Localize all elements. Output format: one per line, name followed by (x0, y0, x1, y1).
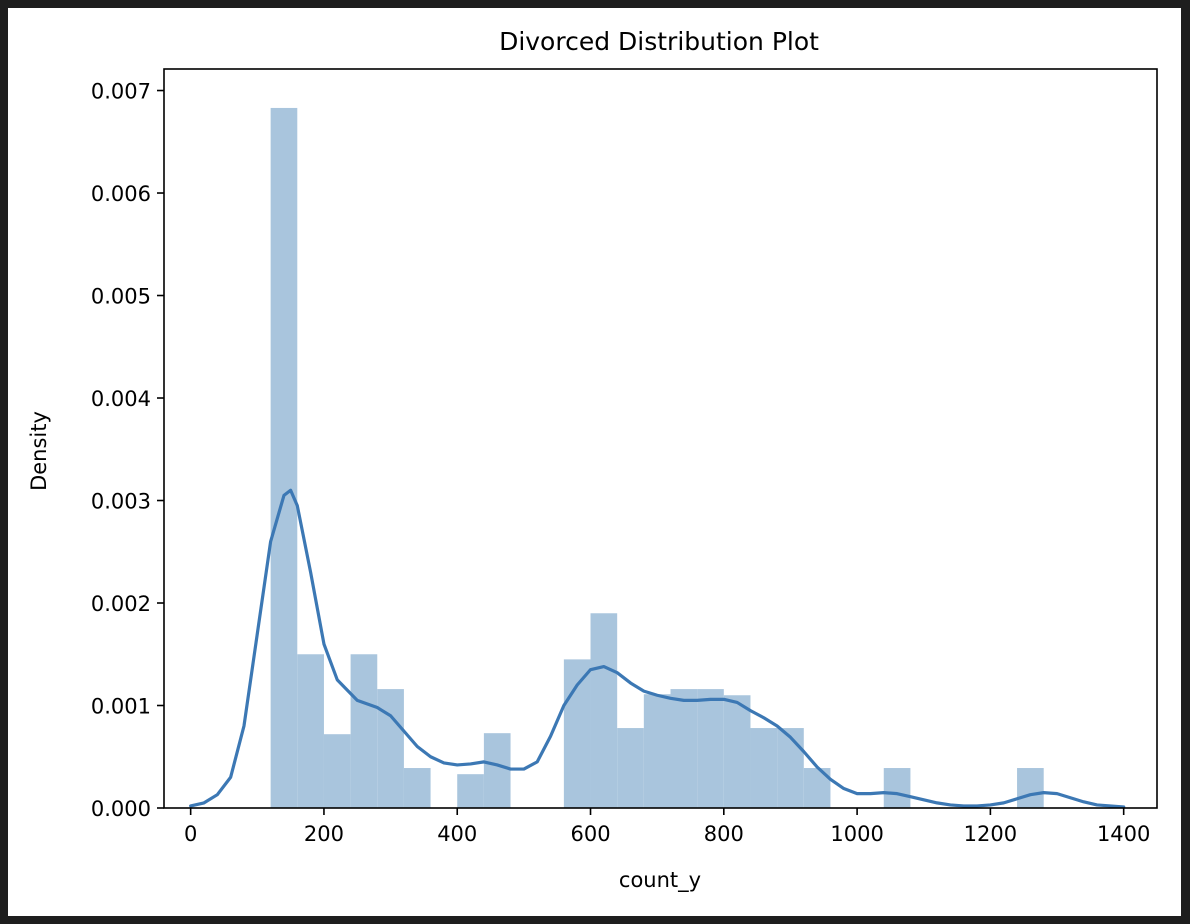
histogram-bar (403, 768, 431, 808)
histogram-bar (270, 107, 298, 808)
y-tick-label: 0.005 (91, 285, 151, 309)
histogram-bar (297, 654, 324, 808)
histogram-bar (590, 613, 618, 808)
kde-curve (189, 488, 1126, 809)
y-tick-label: 0.004 (91, 387, 151, 411)
y-tick-label: 0.006 (91, 182, 151, 206)
x-tick-label: 800 (704, 822, 744, 846)
y-axis: 0.000 0.001 0.002 0.003 0.004 0.005 0.006 0.007 (91, 80, 164, 821)
y-tick-label: 0.003 (91, 490, 151, 514)
x-tick-label: 0 (184, 822, 197, 846)
chart-title: Divorced Distribution Plot (499, 27, 819, 56)
histogram-bar (777, 728, 804, 808)
histogram-bar (643, 694, 671, 808)
histogram-bar (723, 695, 751, 808)
plot-frame (163, 68, 1158, 809)
x-tick-label: 1000 (830, 822, 883, 846)
x-tick-label: 400 (437, 822, 477, 846)
x-axis: 0 200 400 600 800 1000 1200 1400 (184, 808, 1150, 846)
histogram-bar (350, 654, 378, 808)
histogram-bars (270, 107, 1044, 808)
histogram-bar (377, 689, 404, 808)
histogram-bar (483, 733, 511, 808)
histogram-bar (750, 728, 778, 808)
chart-figure: Divorced Distribution Plot 0 200 400 600 800… (8, 8, 1181, 916)
histogram-bar (323, 734, 351, 808)
y-tick-label: 0.007 (91, 80, 151, 104)
histogram-bar (1017, 768, 1044, 808)
x-tick-label: 1400 (1097, 822, 1150, 846)
x-axis-label: count_y (619, 868, 701, 893)
y-tick-label: 0.000 (91, 797, 151, 821)
histogram-bar (457, 774, 484, 808)
y-axis-label: Density (27, 411, 51, 491)
histogram-bar (563, 659, 591, 808)
histogram-bar (883, 768, 911, 808)
x-tick-label: 1200 (964, 822, 1017, 846)
chart-svg: Divorced Distribution Plot 0 200 400 600 800… (27, 27, 1158, 893)
y-tick-label: 0.002 (91, 592, 151, 616)
histogram-bar (617, 728, 644, 808)
x-tick-label: 200 (304, 822, 344, 846)
histogram-bar (670, 689, 698, 808)
histogram-bar (697, 689, 724, 808)
x-tick-label: 600 (570, 822, 610, 846)
y-tick-label: 0.001 (91, 695, 151, 719)
